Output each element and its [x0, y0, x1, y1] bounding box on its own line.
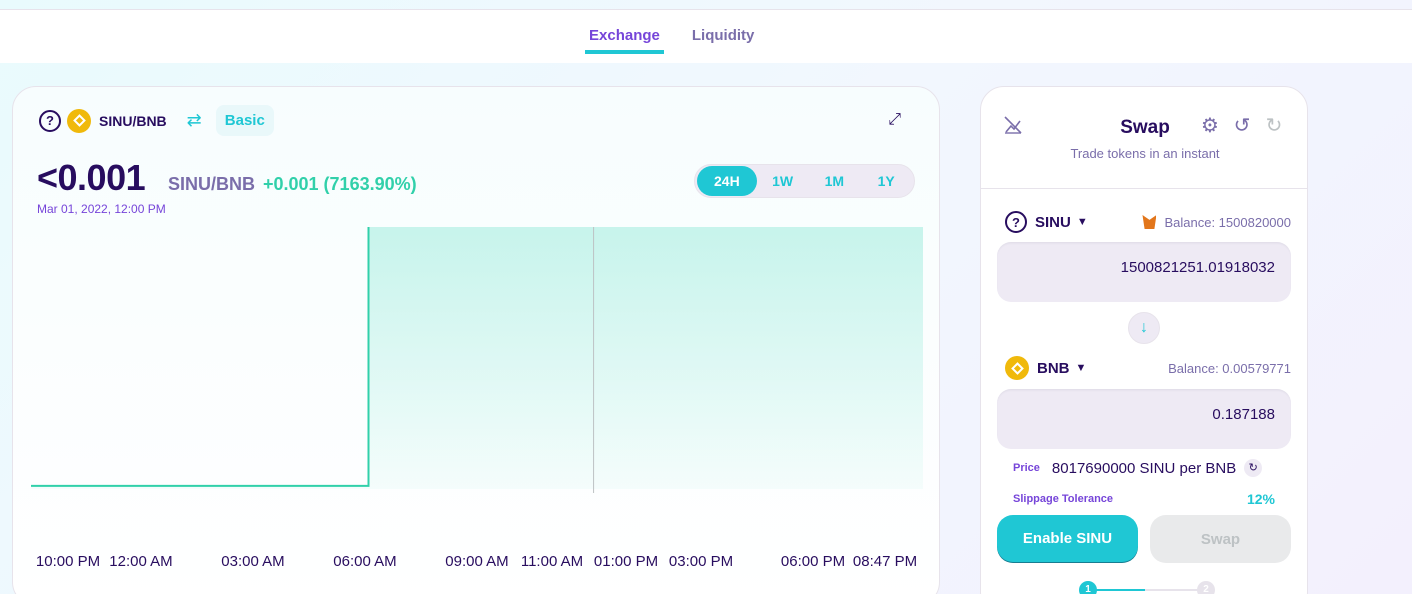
enable-token-button[interactable]: Enable SINU — [997, 515, 1138, 563]
slippage-row: Slippage Tolerance 12% — [1013, 491, 1275, 507]
step-1: 1 — [1079, 581, 1097, 594]
from-balance: Balance: 1500820000 — [1142, 215, 1291, 230]
range-24h-button[interactable]: 24H — [697, 166, 757, 196]
to-token-select[interactable]: BNB — [1037, 359, 1070, 377]
refresh-icon[interactable]: ↻ — [1265, 115, 1283, 137]
to-token-row: BNB ▼ Balance: 0.00579771 — [1005, 356, 1291, 380]
x-tick-label: 06:00 AM — [333, 553, 396, 567]
basic-mode-button[interactable]: Basic — [215, 105, 274, 136]
expand-icon[interactable]: ⤢ — [888, 111, 901, 128]
swap-arrows-icon[interactable]: ⇄ — [186, 110, 202, 130]
invert-price-icon[interactable]: ↻ — [1244, 459, 1263, 477]
to-amount-input[interactable] — [997, 389, 1291, 449]
to-amount-box — [997, 389, 1291, 449]
x-tick-label: 01:00 PM — [594, 553, 658, 567]
tab-liquidity[interactable]: Liquidity — [691, 27, 755, 44]
x-tick-label: 10:00 PM — [36, 553, 100, 567]
price-change: +0.001 (7163.90%) — [263, 174, 417, 194]
swap-header: Swap Trade tokens in an instant ⚙ ↺ ↻ — [981, 87, 1307, 189]
x-tick-label: 03:00 AM — [221, 553, 284, 567]
price-date: Mar 01, 2022, 12:00 PM — [37, 202, 166, 216]
from-amount-input[interactable] — [997, 242, 1291, 302]
price-label: Price — [1013, 462, 1040, 474]
stepper-line — [1087, 589, 1203, 591]
x-tick-label: 11:00 AM — [521, 553, 583, 567]
action-buttons: Enable SINU Swap — [997, 515, 1291, 563]
metamask-fox-icon — [1142, 215, 1157, 229]
pair-label: SINU/BNB — [99, 112, 167, 129]
x-tick-label: 08:47 PM — [853, 553, 917, 567]
slippage-label: Slippage Tolerance — [1013, 493, 1114, 505]
time-range-selector: 24H 1W 1M 1Y — [694, 164, 915, 198]
tab-exchange[interactable]: Exchange — [585, 27, 664, 54]
area-chart[interactable]: 10:00 PM 12:00 AM 03:00 AM 06:00 AM 09:00 AM… — [13, 227, 940, 567]
stepper-progress — [1087, 589, 1145, 591]
swap-button[interactable]: Swap — [1150, 515, 1291, 563]
swap-title: Swap — [1120, 117, 1170, 138]
bnb-icon — [1005, 356, 1029, 380]
top-nav: Exchange Liquidity — [0, 9, 1412, 63]
chevron-down-icon[interactable]: ▼ — [1076, 216, 1088, 228]
tab-bar: Exchange Liquidity — [585, 27, 758, 54]
approval-stepper: 1 2 — [1073, 581, 1215, 594]
gear-icon[interactable]: ⚙ — [1201, 115, 1219, 137]
swap-subtitle: Trade tokens in an instant — [1070, 146, 1220, 161]
pair-header: ? SINU/BNB ⇄ Basic — [39, 105, 274, 136]
x-tick-label: 06:00 PM — [781, 553, 845, 567]
history-icon[interactable]: ↺ — [1233, 115, 1251, 137]
current-price: <0.001 — [37, 157, 146, 198]
price-row: Price 8017690000 SINU per BNB ↻ — [1013, 459, 1291, 477]
slippage-value[interactable]: 12% — [1246, 491, 1275, 507]
chart-disabled-icon[interactable] — [1003, 115, 1023, 140]
swap-header-icons: ⚙ ↺ ↻ — [1199, 115, 1285, 137]
question-circle-icon[interactable]: ? — [39, 109, 61, 132]
range-1m-button[interactable]: 1M — [824, 173, 845, 189]
range-1w-button[interactable]: 1W — [772, 173, 794, 189]
x-tick-label: 12:00 AM — [109, 553, 172, 567]
to-balance: Balance: 0.00579771 — [1168, 360, 1291, 376]
chart-line — [31, 227, 370, 487]
step-2: 2 — [1197, 581, 1215, 594]
swap-panel: Swap Trade tokens in an instant ⚙ ↺ ↻ ? … — [980, 86, 1308, 594]
question-circle-icon: ? — [1005, 211, 1027, 233]
arrow-down-icon: ↓ — [1140, 319, 1148, 336]
chevron-down-icon[interactable]: ▼ — [1075, 362, 1087, 374]
bnb-icon — [67, 108, 91, 133]
x-tick-label: 03:00 PM — [669, 553, 733, 567]
price-pair-label: SINU/BNB — [168, 174, 256, 194]
price-chart-panel: ? SINU/BNB ⇄ Basic ⤢ <0.001 SINU/BNB +0.… — [12, 86, 940, 594]
from-token-select[interactable]: SINU — [1035, 213, 1071, 231]
price-value: 8017690000 SINU per BNB — [1051, 459, 1237, 477]
from-amount-box — [997, 242, 1291, 302]
from-balance-text: Balance: 1500820000 — [1164, 214, 1291, 230]
range-1y-button[interactable]: 1Y — [877, 173, 895, 189]
chart-area-fill — [31, 227, 923, 489]
switch-direction-button[interactable]: ↓ — [1128, 312, 1160, 344]
x-tick-label: 09:00 AM — [445, 553, 508, 567]
from-token-row: ? SINU ▼ Balance: 1500820000 — [1005, 211, 1291, 233]
